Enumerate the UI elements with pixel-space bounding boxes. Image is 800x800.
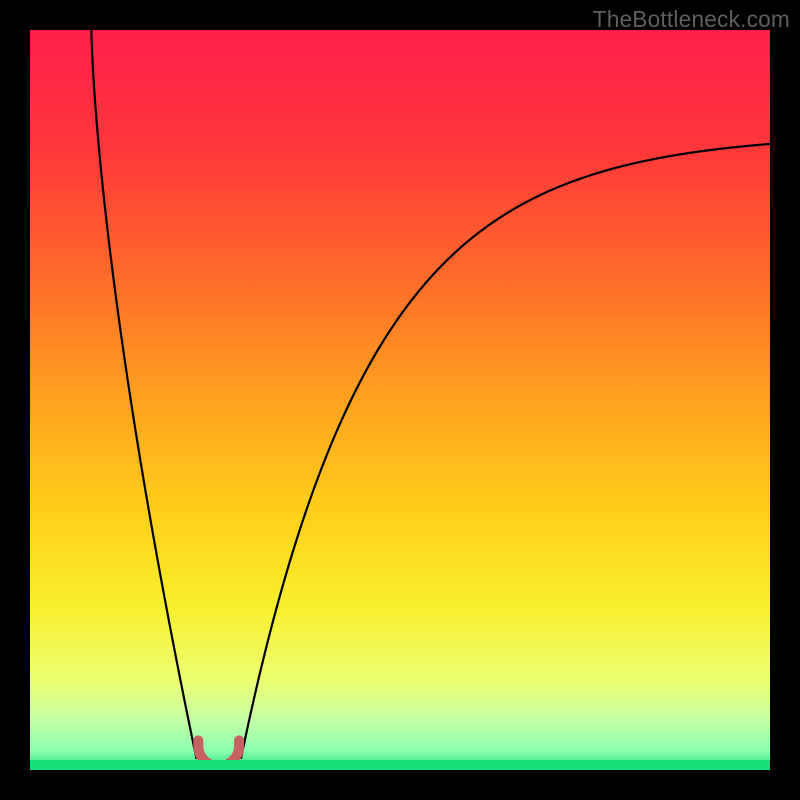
chart-stage: TheBottleneck.com — [0, 0, 800, 800]
bottom-green-band — [30, 760, 770, 770]
plot-area — [30, 30, 770, 770]
watermark-text: TheBottleneck.com — [593, 6, 790, 33]
gradient-background — [30, 30, 770, 770]
